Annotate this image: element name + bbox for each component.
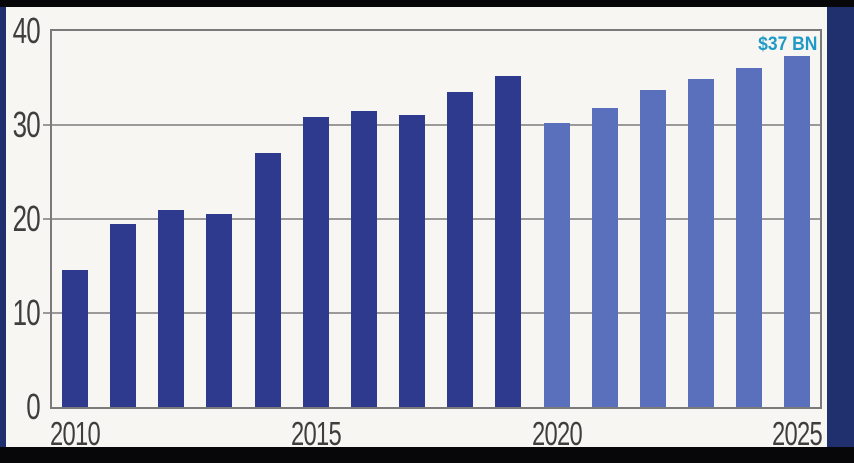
value-annotation: $37 BN <box>757 34 817 55</box>
y-axis-tick-label-20: 20 <box>12 198 41 239</box>
bar-2012 <box>158 209 185 407</box>
y-axis-tick-label-10: 10 <box>12 292 41 333</box>
bar-2011 <box>110 223 137 407</box>
bar-2019 <box>495 76 522 407</box>
frame-left-edge <box>0 7 6 447</box>
frame-right-edge <box>827 7 854 447</box>
bar-2020 <box>543 123 570 407</box>
bar-2017 <box>399 114 426 407</box>
x-axis-tick-label-2020: 2020 <box>531 415 583 452</box>
plot-area: $37 BN <box>50 29 822 409</box>
y-axis-tick-label-30: 30 <box>12 104 41 145</box>
x-axis-tick-label-2015: 2015 <box>290 415 342 452</box>
bar-2024 <box>736 67 763 407</box>
x-axis-tick-label-2010: 2010 <box>50 415 101 452</box>
chart-content: 0 10 20 30 40 $37 BN 2010 2015 2020 2025 <box>6 7 829 452</box>
bar-2021 <box>591 108 618 407</box>
bar-2013 <box>206 214 233 407</box>
bar-2018 <box>447 92 474 407</box>
bar-2022 <box>639 90 666 407</box>
y-tick-mark <box>43 124 50 126</box>
y-axis-tick-label-0: 0 <box>26 386 40 427</box>
frame-bottom-edge <box>0 447 854 463</box>
bar-2014 <box>254 153 281 407</box>
bar-2025 <box>784 56 811 407</box>
bar-2015 <box>302 117 329 407</box>
bar-2010 <box>62 269 88 407</box>
frame-top-edge <box>0 0 854 7</box>
y-tick-mark <box>43 312 50 314</box>
bar-2016 <box>350 110 377 407</box>
y-tick-mark <box>43 218 50 220</box>
y-axis-tick-label-40: 40 <box>12 10 41 51</box>
bar-2023 <box>687 78 714 407</box>
x-axis-tick-label-2025: 2025 <box>772 415 823 452</box>
